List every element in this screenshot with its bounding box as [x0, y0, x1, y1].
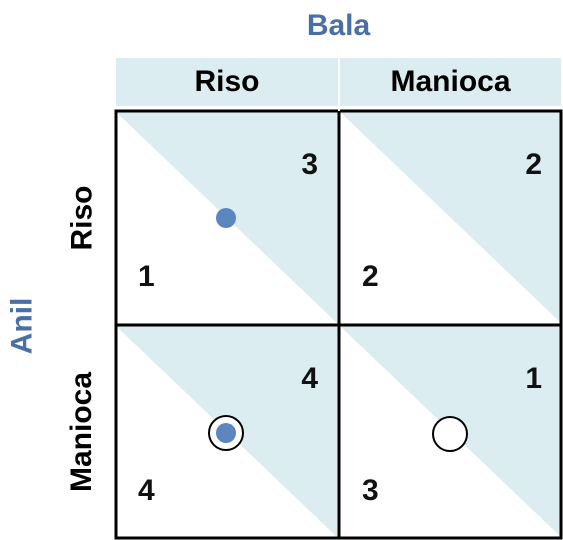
row-player-payoff: 1 [138, 260, 155, 293]
row-header-label: Manioca [65, 371, 98, 493]
best-response-dot-icon [216, 208, 236, 228]
best-response-ring-icon [432, 416, 468, 452]
column-player-label: Bala [116, 6, 561, 46]
nash-equilibrium-icon [208, 415, 244, 451]
row-player-payoff: 4 [138, 474, 155, 507]
cell-manioca-riso: 4 4 [116, 326, 338, 538]
cell-manioca-manioca: 1 3 [340, 326, 562, 538]
row-player-label: Anil [0, 112, 44, 540]
column-player-payoff: 3 [301, 148, 318, 181]
column-header-label: Manioca [390, 65, 511, 98]
column-player-payoff: 2 [525, 148, 542, 181]
row-player-payoff: 2 [362, 260, 379, 293]
cell-riso-manioca: 2 2 [340, 112, 562, 324]
row-player-payoff: 3 [362, 474, 379, 507]
column-player-name: Bala [306, 9, 371, 42]
row-header-label: Riso [65, 185, 99, 251]
column-player-payoff: 1 [525, 362, 542, 395]
column-player-payoff: 4 [301, 362, 318, 395]
cell-riso-riso: 3 1 [116, 112, 338, 324]
row-header-riso: Riso [54, 112, 110, 324]
row-player-name: Anil [5, 297, 39, 355]
column-header-label: Riso [194, 65, 260, 98]
row-header-manioca: Manioca [54, 326, 110, 538]
column-header-riso: Riso [116, 58, 338, 106]
column-header-manioca: Manioca [340, 58, 561, 106]
